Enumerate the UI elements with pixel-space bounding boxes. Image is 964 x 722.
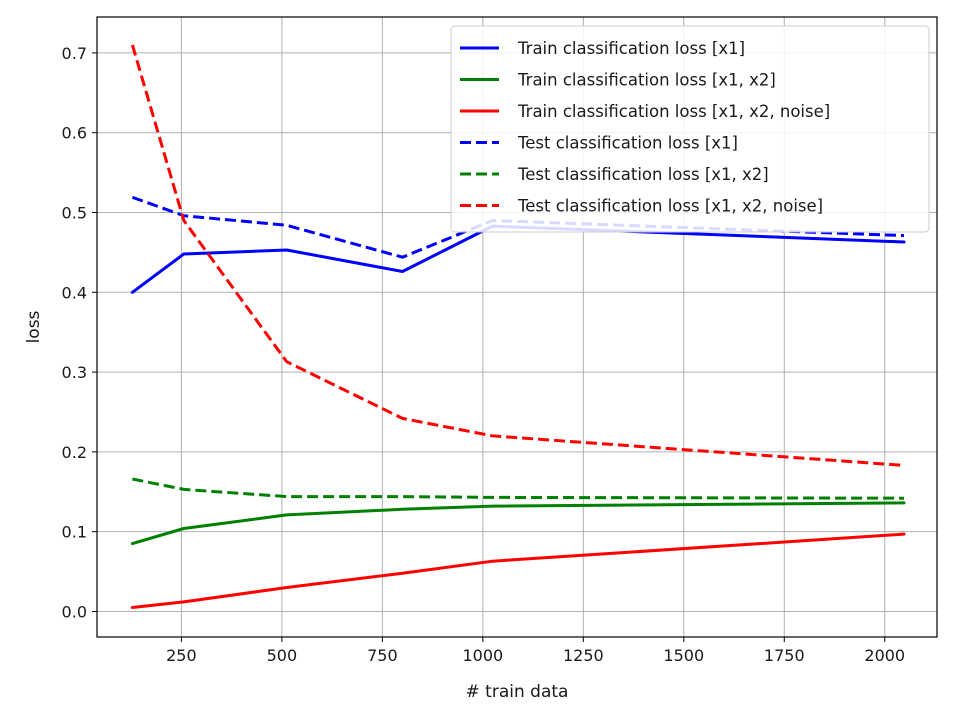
plot-frame [96, 16, 938, 638]
legend-label: Train classification loss [x1] [517, 39, 745, 58]
legend-label: Train classification loss [x1, x2, noise… [517, 102, 830, 121]
legend-label: Test classification loss [x1, x2, noise] [517, 197, 823, 216]
y-tick-label: 0.7 [62, 44, 87, 63]
legend-label: Test classification loss [x1] [517, 134, 738, 153]
x-tick-label: 500 [267, 646, 298, 665]
x-axis-label: # train data [466, 682, 569, 702]
series-line [130, 501, 906, 546]
legend: Train classification loss [x1] Train clas… [450, 25, 930, 233]
y-tick-label: 0.3 [62, 363, 87, 382]
y-axis-label: loss [24, 310, 44, 343]
y-tick-label: 0.2 [62, 443, 87, 462]
y-tick-label: 0.6 [62, 124, 87, 143]
y-tick-label: 0.1 [62, 523, 87, 542]
legend-box [450, 25, 930, 233]
series-line [132, 477, 905, 500]
x-tick-label: 1750 [764, 646, 805, 665]
series-line [131, 195, 905, 259]
x-tick-label: 1250 [563, 646, 604, 665]
x-tick-label: 750 [367, 646, 398, 665]
series-line [130, 224, 906, 294]
y-tick-label: 0.5 [62, 203, 87, 222]
x-tick-label: 250 [166, 646, 197, 665]
x-tick-label: 2000 [864, 646, 905, 665]
y-axis-ticks: 0.0 0.1 0.2 0.3 0.4 0.5 0.6 0.7 [62, 44, 97, 621]
x-tick-label: 1500 [663, 646, 704, 665]
y-tick-label: 0.0 [62, 602, 87, 621]
x-axis-ticks: 250 500 750 1000 1250 1500 1750 2000 [166, 637, 905, 665]
y-tick-label: 0.4 [62, 283, 87, 302]
x-tick-label: 1000 [462, 646, 503, 665]
legend-label: Train classification loss [x1, x2] [517, 71, 776, 90]
series-line [130, 532, 906, 609]
series-line [130, 44, 905, 467]
legend-label: Test classification loss [x1, x2] [517, 165, 769, 184]
series-lines [130, 44, 906, 609]
